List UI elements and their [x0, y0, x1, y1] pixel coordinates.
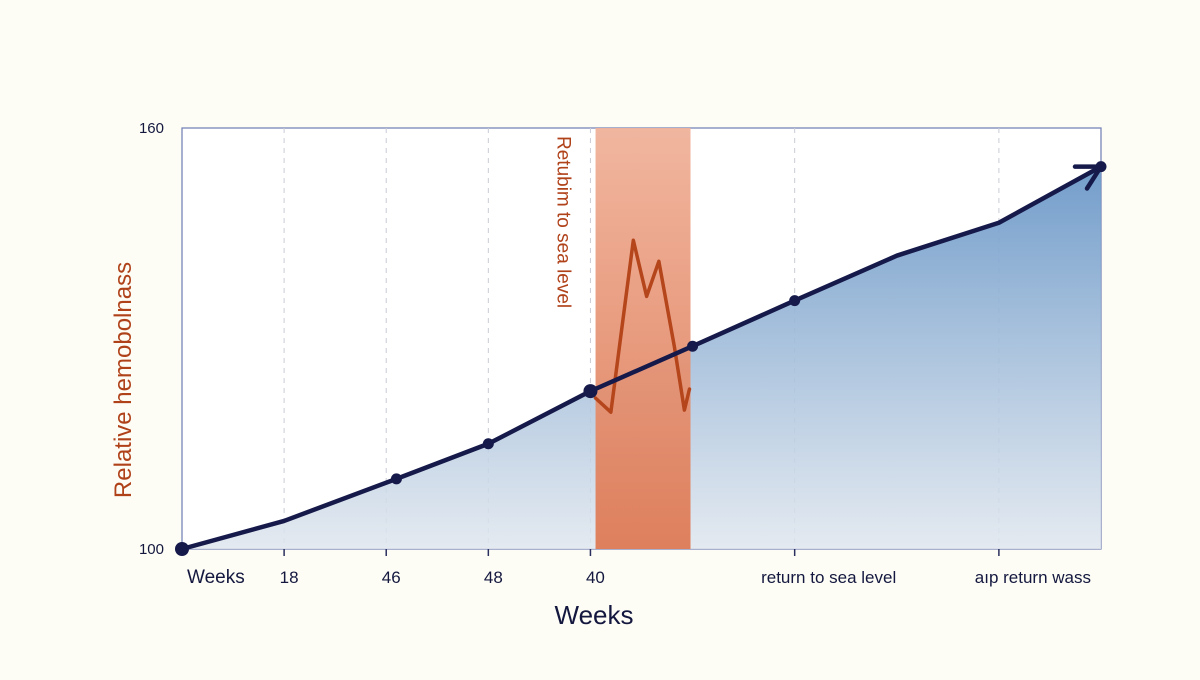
data-point — [789, 295, 801, 307]
data-point — [175, 542, 189, 556]
y-axis-title: Relative hemobolnass — [110, 262, 137, 498]
x-tick-label: aıp return wass — [975, 568, 1091, 587]
band-label: Retubim to sea level — [553, 136, 574, 308]
band-spike-line — [593, 238, 692, 414]
x-start-label: Weeks — [187, 567, 245, 588]
series-line — [179, 164, 1104, 552]
x-tick-label: return to sea level — [761, 568, 896, 587]
x-axis-title: Weeks — [555, 600, 634, 630]
area-fill — [182, 166, 1101, 549]
data-point — [687, 340, 699, 352]
data-point — [390, 473, 402, 485]
x-tick-label: 40 — [586, 568, 605, 587]
x-tick-label: 46 — [382, 568, 401, 587]
data-point — [482, 438, 494, 450]
y-tick-label: 100 — [139, 541, 164, 558]
x-tick-label: 18 — [280, 568, 299, 587]
data-point — [583, 384, 598, 399]
x-tick-label: 48 — [484, 568, 503, 587]
y-tick-label: 160 — [139, 120, 164, 137]
data-point — [1095, 161, 1107, 173]
highlight-band — [595, 128, 691, 549]
